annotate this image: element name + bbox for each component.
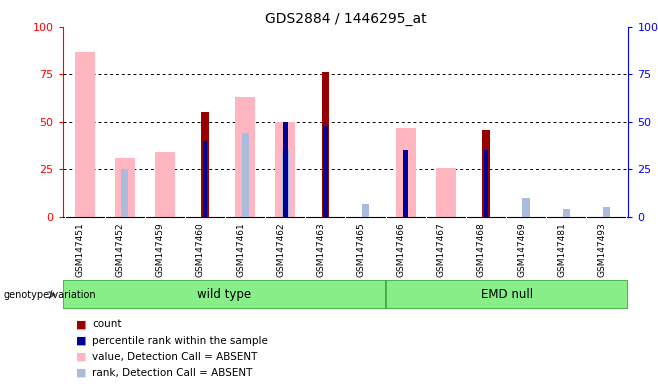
Text: EMD null: EMD null [481,288,533,301]
Bar [395,127,416,217]
Text: wild type: wild type [197,288,251,301]
Text: GSM147493: GSM147493 [597,222,606,277]
Text: GSM147481: GSM147481 [557,222,566,277]
Text: GSM147451: GSM147451 [76,222,85,277]
Bar [155,152,175,217]
Text: GSM147465: GSM147465 [357,222,365,277]
Bar [323,126,328,217]
Bar [282,151,289,217]
Title: GDS2884 / 1446295_at: GDS2884 / 1446295_at [265,12,426,26]
Text: GSM147467: GSM147467 [437,222,445,277]
Bar [403,151,408,217]
Bar [362,204,369,217]
Bar [114,158,135,217]
Bar [482,129,490,217]
Bar [436,167,456,217]
Text: ■: ■ [76,368,86,378]
Bar [522,198,530,217]
Bar [386,280,628,309]
Bar [63,280,386,309]
Text: ■: ■ [76,352,86,362]
Bar [603,207,610,217]
Bar [275,122,295,217]
Bar [283,122,288,217]
Bar [121,169,128,217]
Text: GSM147463: GSM147463 [316,222,326,277]
Bar [484,151,488,217]
Text: GSM147462: GSM147462 [276,222,286,276]
Bar [563,209,570,217]
Bar [74,51,95,217]
Bar [235,97,255,217]
Text: GSM147469: GSM147469 [517,222,526,277]
Text: percentile rank within the sample: percentile rank within the sample [92,336,268,346]
Text: count: count [92,319,122,329]
Text: value, Detection Call = ABSENT: value, Detection Call = ABSENT [92,352,257,362]
Text: GSM147468: GSM147468 [477,222,486,277]
Text: GSM147460: GSM147460 [196,222,205,277]
Bar [201,113,209,217]
Bar [203,141,207,217]
Text: rank, Detection Call = ABSENT: rank, Detection Call = ABSENT [92,368,253,378]
Text: ■: ■ [76,336,86,346]
Text: GSM147461: GSM147461 [236,222,245,277]
Text: GSM147466: GSM147466 [397,222,405,277]
Bar [322,73,329,217]
Text: ■: ■ [76,319,86,329]
Text: GSM147452: GSM147452 [116,222,125,276]
Text: genotype/variation: genotype/variation [3,290,96,300]
Text: GSM147459: GSM147459 [156,222,165,277]
Bar [241,133,249,217]
